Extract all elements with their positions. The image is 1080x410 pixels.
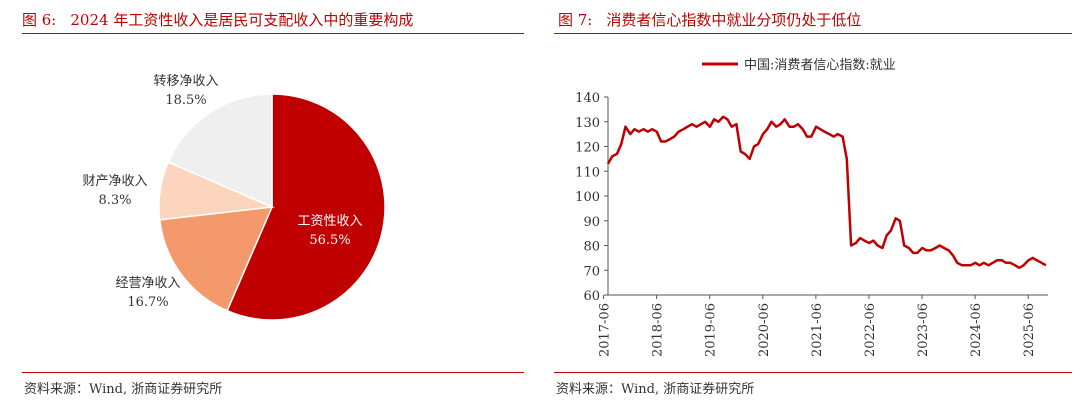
source-divider (22, 372, 524, 373)
x-tick-label: 2024-06 (969, 303, 984, 357)
slice-value: 56.5% (309, 233, 350, 248)
y-tick-label: 90 (583, 215, 600, 230)
left-figure-panel: 图 6: 2024 年工资性收入是居民可支配收入中的重要构成 工资性收入 56.5%… (0, 0, 530, 410)
figure-title-text: 消费者信心指数中就业分项仍处于低位 (606, 11, 862, 29)
figure-number: 图 7: (558, 11, 593, 29)
figure-title: 图 7: 消费者信心指数中就业分项仍处于低位 (558, 9, 861, 30)
slice-label-business: 经营净收入 (115, 276, 180, 291)
y-tick-label: 130 (575, 116, 600, 131)
x-tick-label: 2022-06 (863, 303, 878, 357)
pie-slice (167, 93, 273, 209)
source-note: 资料来源：Wind, 浙商证券研究所 (24, 382, 223, 397)
series-line (606, 115, 1047, 270)
x-tick-label: 2025-06 (1022, 303, 1037, 357)
pie-slice (226, 93, 386, 321)
y-tick-label: 110 (575, 165, 600, 180)
y-tick-label: 80 (583, 240, 600, 255)
y-tick-label: 100 (575, 190, 600, 205)
source-note: 资料来源：Wind, 浙商证券研究所 (556, 382, 755, 397)
y-tick-label: 140 (575, 91, 600, 106)
x-tick-label: 2018-06 (651, 303, 666, 357)
slice-value: 8.3% (98, 193, 131, 208)
right-figure-panel: 图 7: 消费者信心指数中就业分项仍处于低位 中国:消费者信心指数:就业 60 70 8… (552, 0, 1080, 410)
x-tick-label: 2023-06 (916, 303, 931, 357)
slice-label-wage: 工资性收入 (297, 214, 362, 229)
x-tick-label: 2017-06 (598, 303, 613, 357)
y-tick-label: 60 (583, 289, 600, 304)
legend-label: 中国:消费者信心指数:就业 (744, 58, 896, 73)
figure-title-text: 2024 年工资性收入是居民可支配收入中的重要构成 (70, 11, 414, 29)
y-tick-label: 70 (583, 264, 600, 279)
slice-value: 18.5% (165, 93, 206, 108)
figure-title: 图 6: 2024 年工资性收入是居民可支配收入中的重要构成 (22, 9, 413, 30)
slice-label-transfer: 转移净收入 (153, 74, 218, 89)
slice-value: 16.7% (127, 295, 168, 310)
figure-number: 图 6: (22, 11, 57, 29)
x-tick-label: 2019-06 (704, 303, 719, 357)
pie-chart: 工资性收入 56.5% 经营净收入 16.7% 财产净收入 8.3% 转移净收入 18.5% (82, 74, 386, 321)
y-tick-label: 120 (575, 141, 600, 156)
pie-slice (158, 206, 274, 312)
x-tick-label: 2021-06 (810, 303, 825, 357)
title-divider (554, 33, 1072, 34)
x-tick-label: 2020-06 (757, 303, 772, 357)
source-divider (554, 372, 1072, 373)
slice-label-property: 财产净收入 (82, 174, 147, 189)
line-chart: 中国:消费者信心指数:就业 60 70 80 90 100 110 120 130 140 2017… (575, 58, 1048, 357)
title-divider (22, 33, 524, 34)
